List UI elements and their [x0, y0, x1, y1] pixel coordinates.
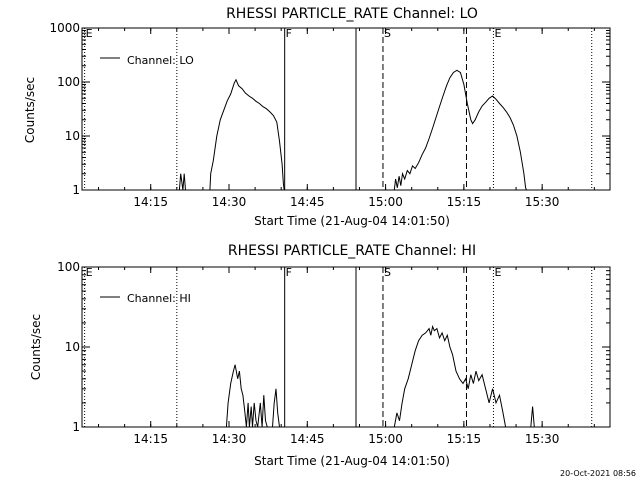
x-tick-label-hi-2: 14:45 [290, 432, 325, 446]
event-marker-label-lo-2: F [286, 27, 292, 40]
event-marker-label-lo-6: E [494, 27, 501, 40]
y-tick-label-hi-1: 10 [65, 340, 80, 354]
x-tick-label-hi-4: 15:15 [447, 432, 482, 446]
plot-frame-hi [81, 266, 611, 428]
legend-label-hi: Channel: HI [127, 292, 191, 305]
x-tick-label-hi-0: 14:15 [133, 432, 168, 446]
event-marker-label-lo-0: E [86, 27, 93, 40]
y-tick-label-lo-1: 10 [65, 129, 80, 143]
y-tick-label-lo-2: 100 [57, 75, 80, 89]
y-tick-label-lo-3: 1000 [49, 21, 80, 35]
x-tick-label-hi-1: 14:30 [212, 432, 247, 446]
x-axis-label-lo: Start Time (21-Aug-04 14:01:50) [254, 214, 450, 228]
x-tick-label-hi-5: 15:30 [525, 432, 560, 446]
event-marker-label-hi-6: E [494, 266, 501, 279]
y-axis-label-hi: Counts/sec [29, 314, 43, 380]
series-line-lo-0 [178, 69, 527, 191]
plot-frame-lo [81, 27, 611, 191]
y-tick-label-lo-0: 1 [72, 183, 80, 197]
chart-title-lo: RHESSI PARTICLE_RATE Channel: LO [226, 6, 478, 22]
event-marker-label-hi-0: E [86, 266, 93, 279]
x-tick-label-lo-1: 14:30 [212, 195, 247, 209]
chart-title-hi: RHESSI PARTICLE_RATE Channel: HI [228, 243, 476, 259]
y-tick-label-hi-2: 100 [57, 260, 80, 274]
x-tick-label-hi-3: 15:00 [368, 432, 403, 446]
x-tick-label-lo-0: 14:15 [133, 195, 168, 209]
event-marker-label-lo-4: S [384, 27, 391, 40]
event-marker-label-hi-4: S [384, 266, 391, 279]
hi-channel-panel: RHESSI PARTICLE_RATE Channel: HI Start T… [29, 243, 611, 468]
x-axis-label-hi: Start Time (21-Aug-04 14:01:50) [254, 454, 450, 468]
legend-label-lo: Channel: LO [127, 54, 194, 67]
y-tick-label-hi-0: 1 [72, 420, 80, 434]
event-marker-label-hi-2: F [286, 266, 292, 279]
x-tick-label-lo-5: 15:30 [525, 195, 560, 209]
x-tick-label-lo-2: 14:45 [290, 195, 325, 209]
footer-timestamp: 20-Oct-2021 08:56 [560, 469, 636, 478]
y-axis-label-lo: Counts/sec [23, 77, 37, 143]
series-line-hi-0 [225, 324, 535, 428]
x-tick-label-lo-3: 15:00 [368, 195, 403, 209]
x-tick-label-lo-4: 15:15 [447, 195, 482, 209]
lo-channel-panel: RHESSI PARTICLE_RATE Channel: LO Start T… [23, 6, 611, 228]
